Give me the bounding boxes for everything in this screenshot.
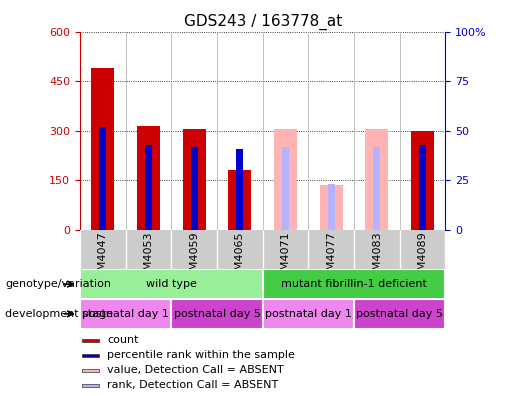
Text: value, Detection Call = ABSENT: value, Detection Call = ABSENT (107, 365, 284, 375)
Text: GSM4065: GSM4065 (235, 232, 245, 285)
Text: GSM4077: GSM4077 (326, 232, 336, 286)
Bar (373, 147, 381, 230)
Bar (171, 299, 263, 329)
Text: GSM4083: GSM4083 (372, 232, 382, 285)
Text: GSM4059: GSM4059 (189, 232, 199, 285)
Bar (320, 185, 342, 230)
Text: postnatal day 5: postnatal day 5 (356, 309, 443, 319)
Text: rank, Detection Call = ABSENT: rank, Detection Call = ABSENT (107, 380, 278, 390)
Text: wild type: wild type (146, 279, 197, 289)
Bar (137, 126, 160, 230)
Bar (274, 129, 297, 230)
Bar (419, 145, 426, 230)
Text: postnatal day 5: postnatal day 5 (174, 309, 261, 319)
Bar (91, 68, 114, 230)
Text: GSM4089: GSM4089 (418, 232, 427, 286)
Text: genotype/variation: genotype/variation (5, 279, 111, 289)
Bar (99, 127, 106, 230)
Bar (328, 184, 335, 230)
Bar (191, 147, 198, 230)
Bar (82, 354, 99, 357)
Bar (263, 299, 354, 329)
Text: postnatal day 1: postnatal day 1 (82, 309, 169, 319)
Bar (228, 170, 251, 230)
Bar (145, 145, 152, 230)
Bar (282, 147, 289, 230)
Text: percentile rank within the sample: percentile rank within the sample (107, 350, 295, 360)
Bar (82, 339, 99, 342)
Bar (82, 383, 99, 387)
Bar (80, 299, 171, 329)
Bar (354, 299, 445, 329)
Bar (366, 129, 388, 230)
Bar (263, 269, 445, 299)
Text: GSM4053: GSM4053 (143, 232, 153, 285)
Bar (183, 129, 205, 230)
Text: count: count (107, 335, 139, 345)
Bar (411, 131, 434, 230)
Title: GDS243 / 163778_at: GDS243 / 163778_at (183, 14, 342, 30)
Text: mutant fibrillin-1 deficient: mutant fibrillin-1 deficient (281, 279, 427, 289)
Bar (82, 369, 99, 372)
Text: GSM4071: GSM4071 (281, 232, 290, 285)
Bar (236, 148, 243, 230)
Text: development stage: development stage (5, 309, 113, 319)
Text: postnatal day 1: postnatal day 1 (265, 309, 352, 319)
Text: GSM4047: GSM4047 (98, 232, 108, 286)
Bar (80, 269, 263, 299)
